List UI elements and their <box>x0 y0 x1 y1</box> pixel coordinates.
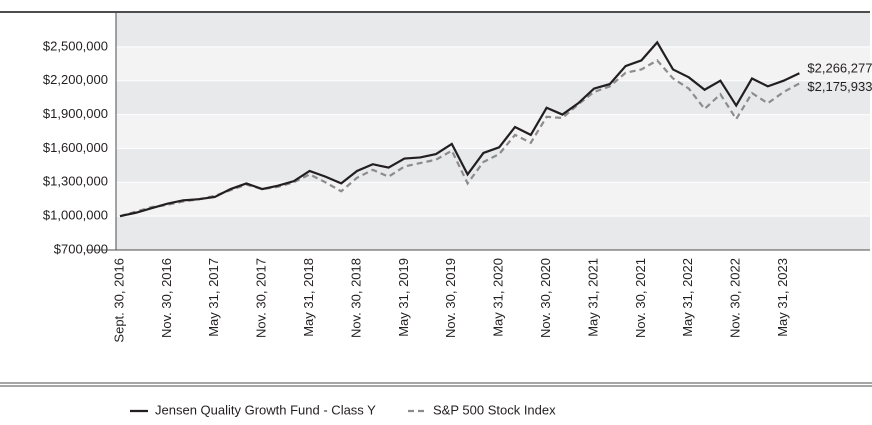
x-tick-label: Nov. 30, 2016 <box>159 258 174 338</box>
x-tick-label: May 31, 2021 <box>585 258 600 337</box>
x-tick-label: May 31, 2022 <box>680 258 695 337</box>
x-tick-label: Nov. 30, 2018 <box>348 258 363 338</box>
end-value-label: $2,266,277 <box>807 61 872 76</box>
x-tick-label: Nov. 30, 2020 <box>538 258 553 338</box>
plot-band <box>116 114 870 149</box>
y-tick-label: $1,900,000 <box>43 106 108 121</box>
y-tick-label: $1,000,000 <box>43 208 108 223</box>
y-tick-label: $1,300,000 <box>43 174 108 189</box>
x-tick-label: May 31, 2018 <box>301 258 316 337</box>
legend-label: Jensen Quality Growth Fund - Class Y <box>155 402 376 417</box>
x-tick-label: Nov. 30, 2017 <box>254 258 269 338</box>
x-tick-label: Sept. 30, 2016 <box>111 258 126 343</box>
x-tick-label: May 31, 2023 <box>775 258 790 337</box>
y-tick-label: $2,200,000 <box>43 72 108 87</box>
x-tick-label: Nov. 30, 2021 <box>633 258 648 338</box>
x-tick-label: May 31, 2017 <box>206 258 221 337</box>
plot-band <box>116 216 870 250</box>
x-tick-label: Nov. 30, 2019 <box>443 258 458 338</box>
plot-band <box>116 46 870 81</box>
y-tick-label: $2,500,000 <box>43 38 108 53</box>
x-tick-label: May 31, 2019 <box>396 258 411 337</box>
plot-band <box>116 13 870 47</box>
legend-label: S&P 500 Stock Index <box>433 402 556 417</box>
end-value-label: $2,175,933 <box>807 79 872 94</box>
plot-band <box>116 182 870 217</box>
plot-band <box>116 80 870 115</box>
x-tick-label: May 31, 2020 <box>491 258 506 337</box>
series-line <box>119 40 800 218</box>
y-tick-label: $1,600,000 <box>43 140 108 155</box>
plot-band <box>116 148 870 183</box>
y-tick-label: $700,000 <box>54 241 108 256</box>
x-tick-label: Nov. 30, 2022 <box>728 258 743 338</box>
